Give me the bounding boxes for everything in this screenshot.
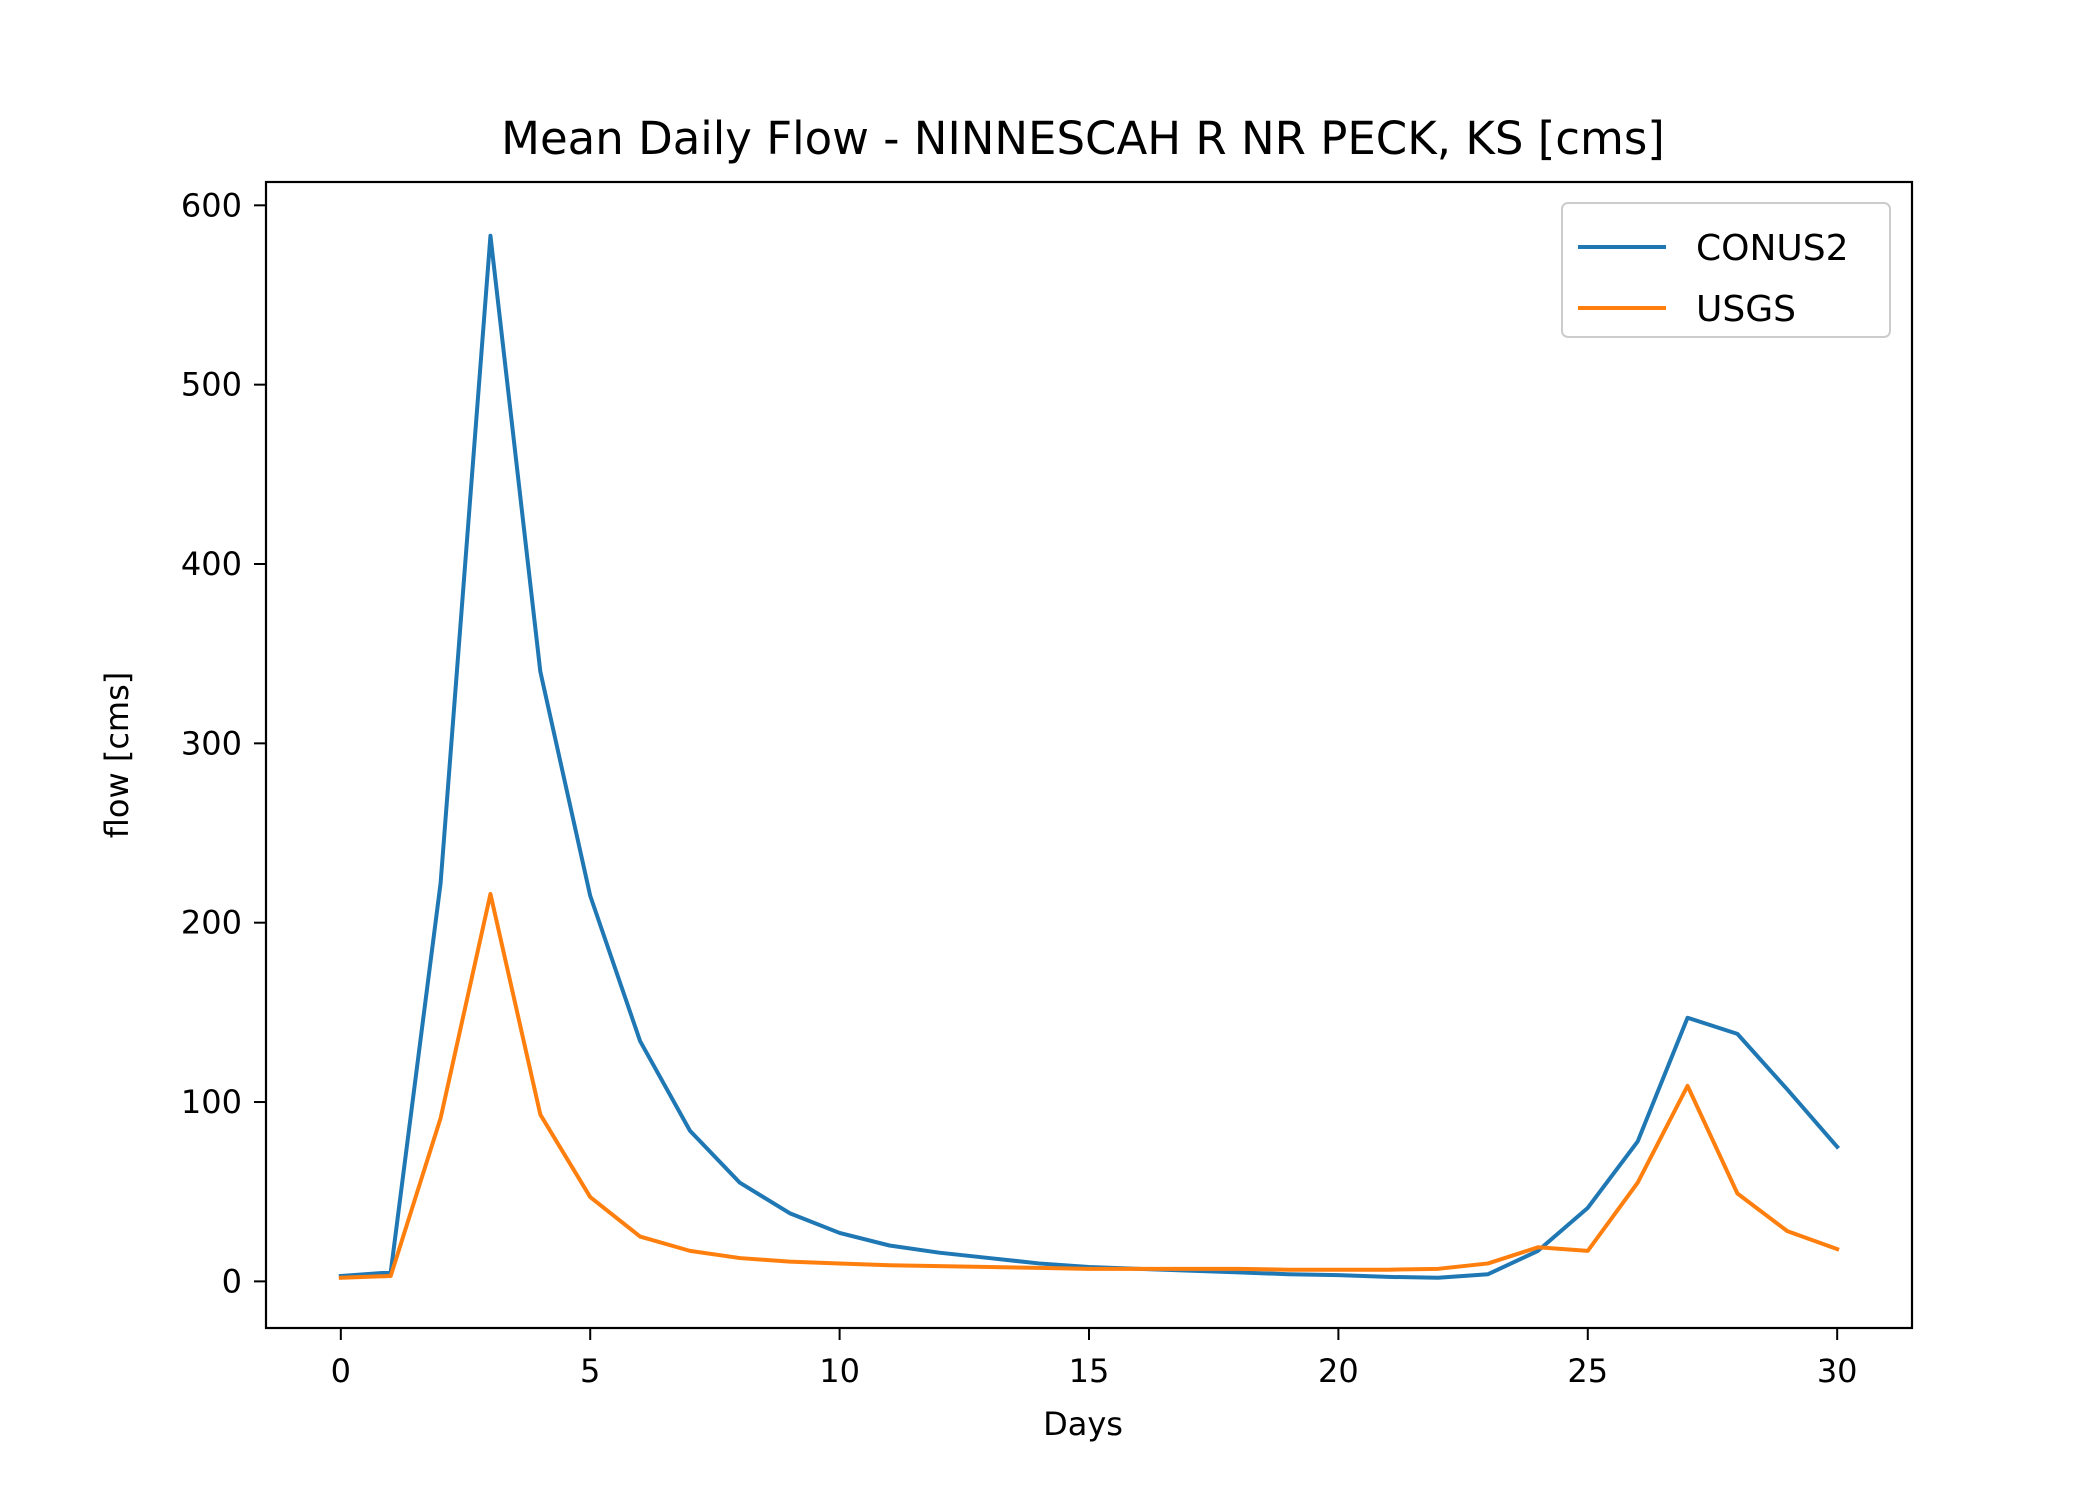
series-line-conus2 (338, 233, 1841, 1280)
y-tick-label-300: 300 (181, 724, 242, 762)
x-tick-label-25: 25 (1567, 1352, 1608, 1390)
chart-title: Mean Daily Flow - NINNESCAH R NR PECK, K… (501, 112, 1665, 165)
x-tick-label-0: 0 (331, 1352, 351, 1390)
x-tick-label-15: 15 (1069, 1352, 1110, 1390)
x-tick-label-5: 5 (580, 1352, 600, 1390)
x-tick-label-30: 30 (1817, 1352, 1858, 1390)
y-tick-label-100: 100 (181, 1083, 242, 1121)
legend-label-conus2: CONUS2 (1696, 228, 1849, 269)
legend-box (1561, 202, 1891, 338)
x-tick-label-10: 10 (819, 1352, 860, 1390)
x-axis-label: Days (1043, 1405, 1123, 1443)
y-tick-label-200: 200 (181, 904, 242, 942)
y-tick-label-500: 500 (181, 366, 242, 404)
legend: CONUS2 USGS (1561, 202, 1891, 338)
y-tick-label-400: 400 (181, 545, 242, 583)
series-line-usgs (338, 891, 1840, 1280)
legend-label-usgs: USGS (1696, 289, 1796, 330)
plot-frame (264, 180, 1914, 1330)
x-tick-label-20: 20 (1318, 1352, 1359, 1390)
y-axis-label: flow [cms] (98, 672, 136, 838)
y-tick-label-600: 600 (181, 186, 242, 224)
y-tick-label-0: 0 (222, 1262, 242, 1300)
